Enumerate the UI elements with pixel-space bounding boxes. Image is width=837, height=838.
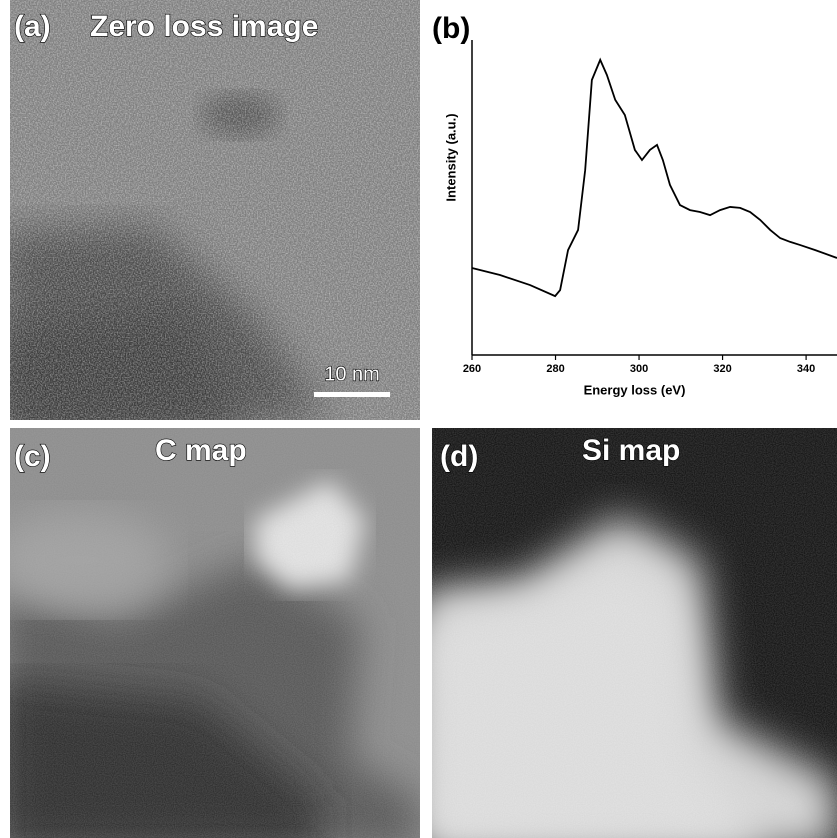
panel-label: (a) bbox=[14, 10, 51, 43]
y-axis-label: Intensity (a.u.) bbox=[443, 113, 458, 201]
spectrum-line bbox=[472, 60, 837, 296]
panel-title: Si map bbox=[582, 434, 680, 467]
panel-title: C map bbox=[155, 434, 247, 467]
x-axis-label: Energy loss (eV) bbox=[584, 382, 686, 397]
panel-label: (c) bbox=[14, 440, 51, 473]
x-tick-label: 300 bbox=[630, 363, 648, 375]
panel-d-image bbox=[420, 428, 837, 838]
panel-label: (b) bbox=[432, 12, 470, 45]
x-tick-label: 320 bbox=[713, 363, 731, 375]
spectrum-chart: 260 280 300 320 340 Energy loss (eV) Intensity… bbox=[443, 40, 837, 397]
panel-c-image bbox=[0, 428, 420, 838]
x-tick-label: 260 bbox=[463, 363, 481, 375]
x-tick-label: 340 bbox=[797, 363, 815, 375]
figure: (a) Zero loss image 10 nm (b) 260 280 300 3… bbox=[0, 0, 837, 838]
x-tick-label: 280 bbox=[546, 363, 564, 375]
panel-label: (d) bbox=[440, 440, 478, 473]
scale-bar-label: 10 nm bbox=[324, 363, 380, 385]
panel-title: Zero loss image bbox=[90, 10, 318, 43]
